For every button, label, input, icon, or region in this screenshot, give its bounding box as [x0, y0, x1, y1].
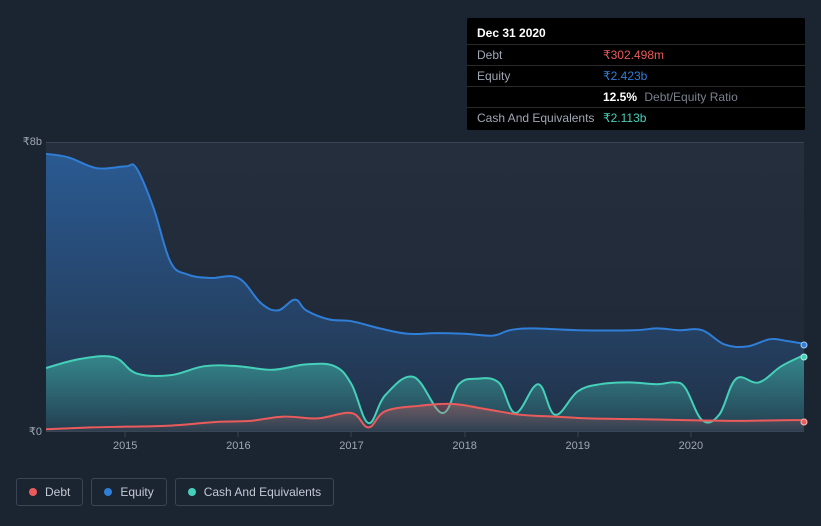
x-axis-label: 2015	[113, 440, 137, 452]
tooltip-date: Dec 31 2020	[467, 24, 805, 44]
x-tick	[577, 432, 578, 437]
x-axis-label: 2018	[452, 440, 476, 452]
legend-dot-icon	[104, 488, 112, 496]
x-axis-label: 2020	[679, 440, 703, 452]
chart-svg	[46, 143, 804, 431]
x-axis: 2015 2016 2017 2018 2019 2020	[46, 440, 804, 460]
end-marker-debt	[801, 419, 808, 426]
legend-label: Cash And Equivalents	[204, 485, 321, 499]
legend-dot-icon	[188, 488, 196, 496]
tooltip-ratio-pct: 12.5%	[603, 90, 637, 104]
tooltip-label: Equity	[477, 69, 603, 83]
chart-tooltip: Dec 31 2020 Debt₹302.498mEquity₹2.423b 1…	[467, 18, 805, 130]
x-axis-label: 2016	[226, 440, 250, 452]
x-tick	[464, 432, 465, 437]
x-tick	[690, 432, 691, 437]
legend-label: Equity	[120, 485, 153, 499]
tooltip-ratio-label: Debt/Equity Ratio	[644, 90, 737, 104]
legend-item-cash[interactable]: Cash And Equivalents	[175, 478, 334, 506]
tooltip-value: ₹2.423b	[603, 69, 647, 83]
legend-item-equity[interactable]: Equity	[91, 478, 166, 506]
legend-item-debt[interactable]: Debt	[16, 478, 83, 506]
end-marker-equity	[801, 342, 808, 349]
chart-container: ₹8b ₹0 2015 2016 2017 2018 2019 2020	[16, 120, 805, 470]
tooltip-ratio-row: 12.5% Debt/Equity Ratio	[467, 86, 805, 107]
tooltip-row: Debt₹302.498m	[467, 44, 805, 65]
x-tick	[125, 432, 126, 437]
legend-label: Debt	[45, 485, 70, 499]
y-axis-label: ₹8b	[16, 135, 42, 148]
tooltip-label: Debt	[477, 48, 603, 62]
legend: Debt Equity Cash And Equivalents	[16, 478, 334, 506]
tooltip-value: ₹302.498m	[603, 48, 664, 62]
end-marker-cash	[801, 353, 808, 360]
y-axis-label: ₹0	[16, 425, 42, 438]
x-axis-label: 2017	[339, 440, 363, 452]
x-tick	[238, 432, 239, 437]
x-axis-label: 2019	[565, 440, 589, 452]
tooltip-row: Equity₹2.423b	[467, 65, 805, 86]
plot-area[interactable]	[46, 142, 804, 432]
legend-dot-icon	[29, 488, 37, 496]
x-tick	[351, 432, 352, 437]
